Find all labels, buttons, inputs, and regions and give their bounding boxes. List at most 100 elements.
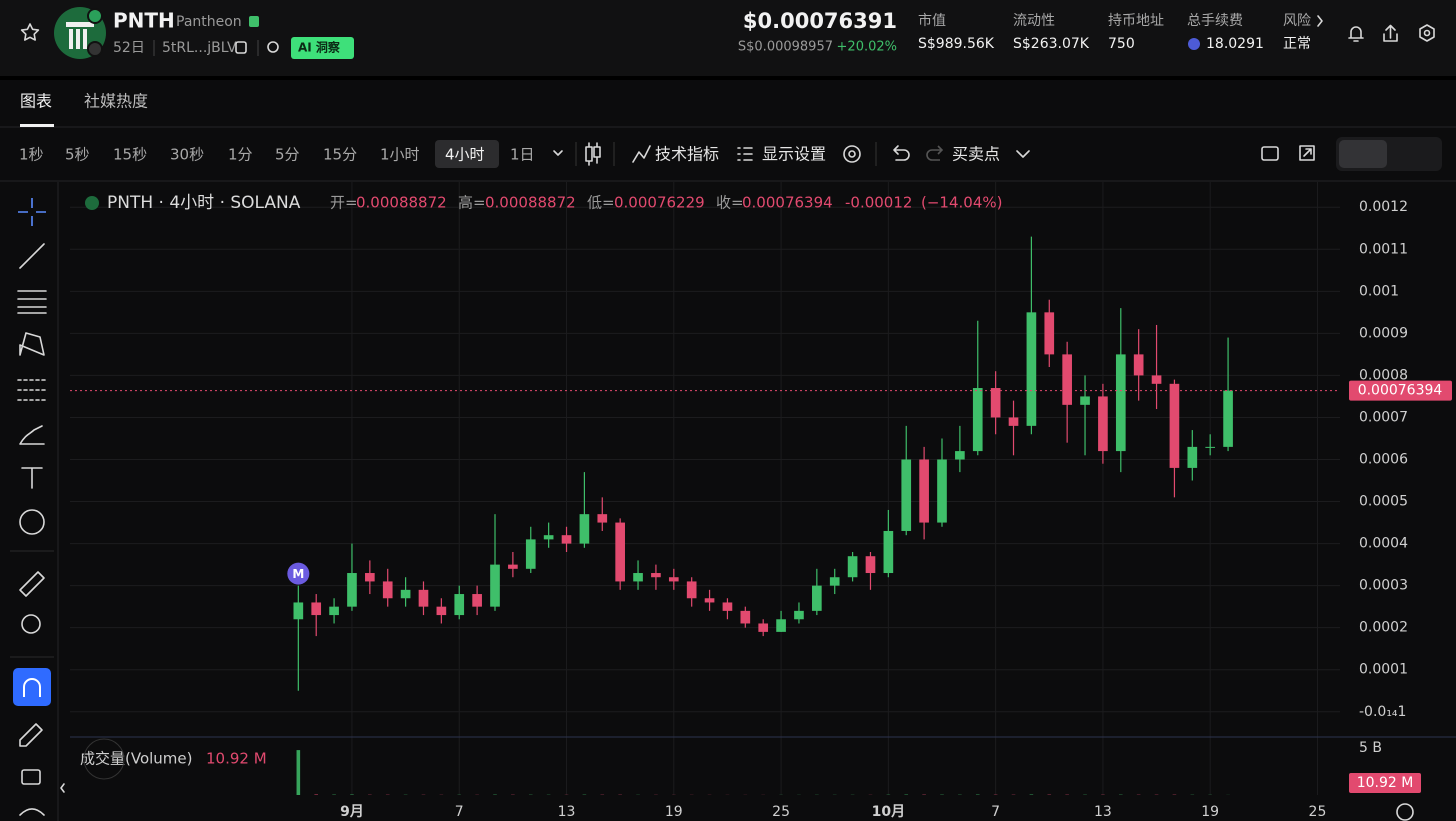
interval-button[interactable]: 1小时 [380, 146, 420, 164]
candle-body [990, 388, 1001, 418]
candle-body [1205, 446, 1216, 448]
legend-logo [85, 196, 99, 210]
lock-draw-tool[interactable] [19, 723, 43, 747]
interval-button[interactable]: 4小时 [445, 146, 485, 164]
last-price-label: 0.00076394 [1358, 383, 1443, 399]
last-price-tag [1349, 380, 1452, 401]
indicator-icon [632, 145, 651, 163]
price-local: S$0.00098957 [738, 40, 833, 55]
volume-bar [314, 794, 318, 795]
stat-label: 总手续费 [1187, 12, 1243, 29]
legend-value: 0.00088872 [485, 194, 576, 212]
undo-button[interactable] [893, 145, 910, 161]
chart-type-button[interactable] [585, 142, 601, 166]
candle-body [937, 459, 947, 523]
interval-button[interactable]: 5秒 [65, 146, 90, 164]
visibility-tool[interactable] [19, 808, 45, 816]
chart-legend: PNTH · 4小时 · SOLANA 开= 0.00088872 高= 0.0… [85, 193, 1002, 213]
candle-body [865, 556, 876, 574]
interval-dropdown[interactable] [553, 150, 563, 156]
candle-body [722, 602, 733, 611]
display-icon [737, 147, 753, 161]
magnet-tool[interactable] [13, 668, 51, 706]
gear-button[interactable] [843, 145, 861, 163]
legend-title: PNTH · 4小时 · SOLANA [107, 193, 301, 213]
interval-button[interactable]: 1日 [510, 146, 535, 164]
interval-button[interactable]: 15秒 [113, 146, 147, 164]
interval-button[interactable]: 5分 [275, 146, 300, 164]
candle-body [1115, 354, 1126, 452]
legend-value: 0.00088872 [356, 194, 447, 212]
tab[interactable]: 社媒热度 [84, 92, 148, 111]
text-tool[interactable] [21, 467, 43, 489]
buysell-dropdown[interactable] [1016, 150, 1030, 158]
x-tick-label: 25 [1309, 804, 1327, 820]
candle-body [490, 564, 500, 607]
candle-body [1187, 446, 1198, 468]
candle-body [794, 610, 804, 620]
settings-button[interactable] [1419, 24, 1435, 42]
legend-change: -0.00012 [845, 194, 912, 212]
tool-button[interactable]: 买卖点 [952, 145, 1000, 164]
candle-body [561, 535, 572, 544]
token-name: Pantheon [176, 14, 242, 30]
body-bg [0, 80, 1456, 821]
y-tick-label: 0.0012 [1359, 199, 1408, 215]
annotation-marker[interactable] [287, 562, 310, 585]
brush-tool[interactable] [19, 425, 45, 445]
interval-button[interactable]: 1秒 [19, 146, 44, 164]
legend-key: 高= [458, 194, 486, 212]
interval-button[interactable]: 15分 [323, 146, 357, 164]
favorite-button[interactable] [20, 23, 40, 41]
x-tick-label: 9月 [340, 804, 364, 820]
legend-key: 收= [716, 194, 744, 212]
alert-button[interactable] [1348, 26, 1364, 42]
chart-handle[interactable] [83, 738, 125, 780]
line-tool[interactable] [19, 243, 45, 269]
crosshair-tool[interactable] [18, 198, 46, 226]
y-tick-label: 0.0009 [1359, 325, 1408, 341]
price: $0.00076391 [743, 9, 897, 33]
tool-button[interactable]: 显示设置 [762, 145, 826, 164]
tab[interactable]: 图表 [20, 92, 52, 111]
search-button[interactable] [267, 41, 279, 53]
volume-bar [296, 750, 301, 795]
legend-change-pct: (−14.04%) [921, 194, 1002, 212]
candle-body [1062, 354, 1072, 405]
x-tick-label: 19 [665, 804, 683, 820]
candle-body [1223, 390, 1233, 447]
candle-body [418, 589, 429, 607]
interval-button[interactable]: 1分 [228, 146, 253, 164]
layout-button[interactable] [1261, 146, 1279, 161]
ai-label[interactable]: AI 洞察 [298, 40, 341, 55]
copy-button[interactable] [235, 41, 247, 54]
ruler-tool[interactable] [19, 571, 45, 597]
y-tick-label: 0.0007 [1359, 409, 1408, 425]
ai-button[interactable] [291, 37, 354, 59]
emoji-tool[interactable] [19, 509, 45, 535]
projection-tool[interactable] [17, 379, 47, 401]
interval-active [435, 140, 499, 168]
zoom-tool[interactable] [21, 614, 41, 634]
x-tick-label: 19 [1201, 804, 1219, 820]
lock-tool[interactable] [21, 769, 41, 785]
candle-body [847, 556, 858, 578]
share-button[interactable] [1383, 24, 1398, 42]
x-tick-label: 10月 [872, 804, 905, 820]
redo-button[interactable] [926, 145, 944, 161]
candle-body [919, 459, 929, 523]
fullscreen-button[interactable] [1299, 145, 1315, 161]
y-tick-label: 0.0002 [1359, 620, 1408, 636]
collapse-button[interactable] [60, 783, 65, 793]
tool-button[interactable]: 技术指标 [655, 145, 719, 164]
y-tick-label: -0.0₁₄1 [1359, 704, 1406, 720]
interval-button[interactable]: 30秒 [170, 146, 204, 164]
y-tick-label: 0.0005 [1359, 494, 1408, 510]
fib-tool[interactable] [17, 290, 47, 314]
legend-key: 开= [330, 194, 358, 212]
pattern-tool[interactable] [19, 332, 45, 356]
candle-body [293, 602, 304, 620]
axis-settings-button[interactable] [1396, 803, 1414, 821]
tab-underline [20, 124, 54, 127]
